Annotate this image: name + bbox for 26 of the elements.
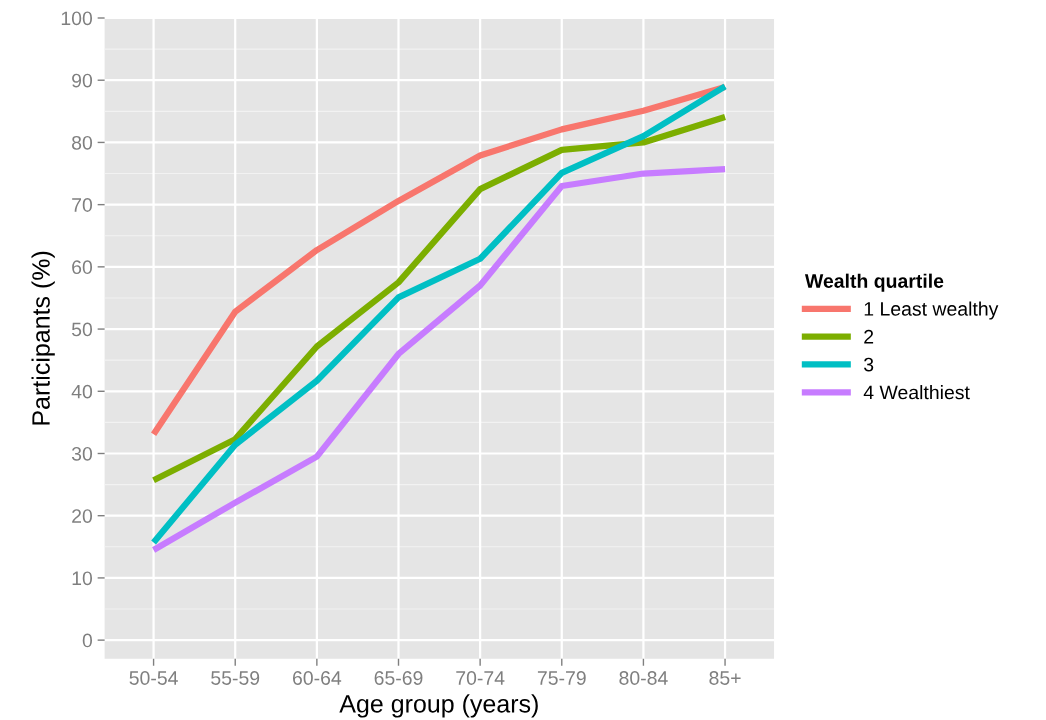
y-tick-label: 20	[72, 509, 93, 523]
y-tick-label: 30	[71, 446, 93, 461]
y-tick-label: 0	[82, 633, 93, 648]
x-tick-label: 60-64	[292, 671, 342, 685]
x-tick-label: 70-74	[456, 671, 505, 685]
y-tick-label: 80	[72, 135, 93, 150]
y-tick-label: 90	[72, 73, 93, 88]
x-axis-title: Age group (years)	[339, 694, 538, 718]
x-tick-label: 50-54	[129, 671, 178, 685]
legend-label: 3	[864, 357, 874, 372]
y-axis-title: Participants (%)	[31, 251, 55, 425]
y-tick-label: 70	[72, 198, 93, 212]
legend-label: 2	[864, 329, 874, 344]
y-tick-label: 60	[72, 260, 93, 275]
x-tick-label: 55-59	[211, 671, 260, 685]
y-tick-label: 50	[71, 322, 93, 337]
y-tick-label: 10	[72, 571, 93, 586]
legend-label: 4 Wealthiest	[863, 385, 970, 400]
legend-label: 1 Least wealthy	[864, 301, 999, 320]
x-tick-label: 85+	[709, 671, 741, 685]
x-tick-label: 75-79	[537, 671, 586, 685]
y-tick-label: 100	[61, 11, 93, 26]
legend-title: Wealth quartile	[804, 273, 944, 292]
x-tick-label: 65-69	[374, 671, 423, 685]
y-tick-label: 40	[71, 384, 93, 399]
x-tick-label: 80-84	[619, 671, 668, 685]
